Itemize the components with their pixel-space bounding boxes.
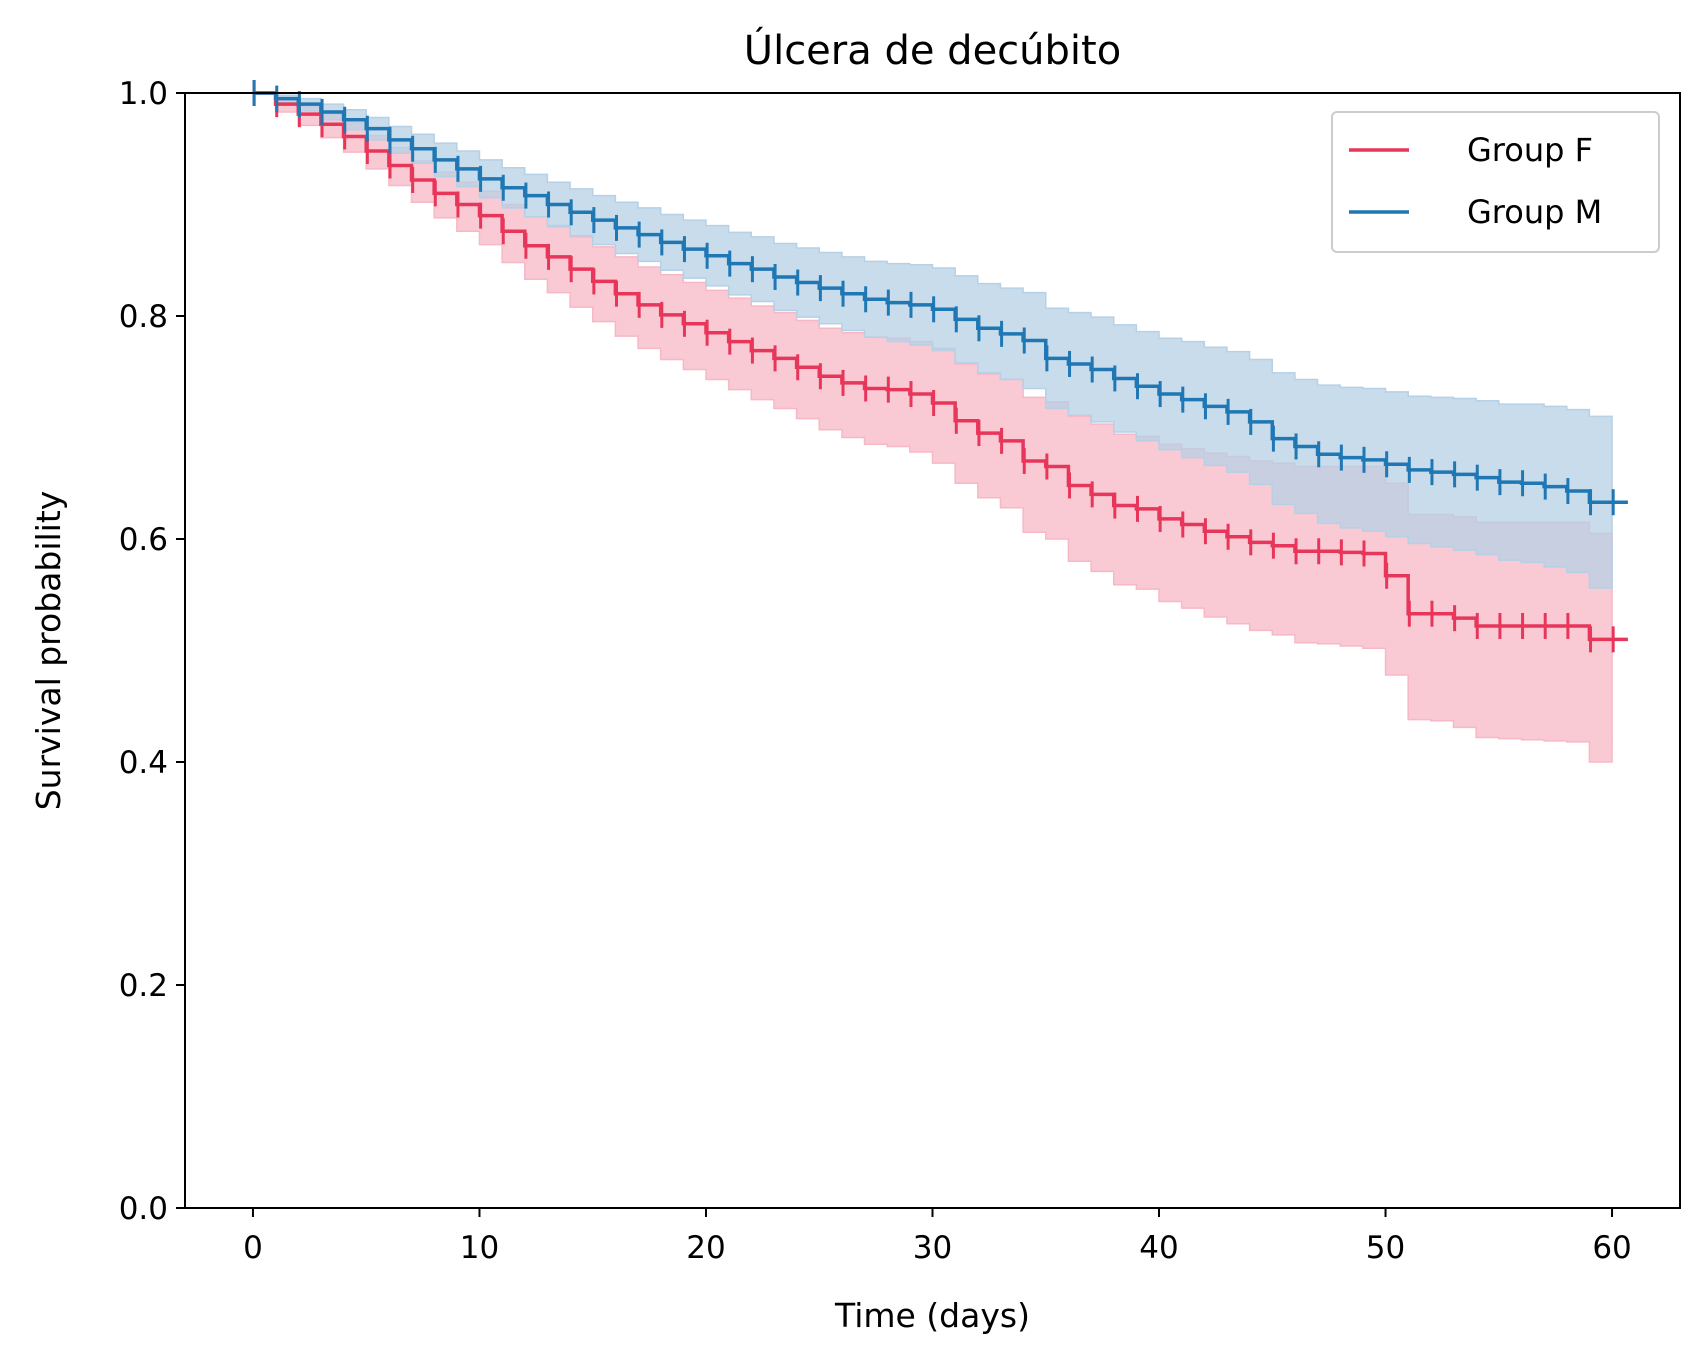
x-axis-label: Time (days) xyxy=(834,1296,1030,1335)
legend-label-group-m: Group M xyxy=(1467,193,1602,231)
x-tick-label: 0 xyxy=(243,1230,263,1266)
y-tick-label: 0.8 xyxy=(119,299,168,335)
x-axis-ticks: 0 10 20 30 40 50 60 xyxy=(243,1208,1632,1266)
x-tick-label: 30 xyxy=(913,1230,952,1266)
y-tick-label: 0.4 xyxy=(119,745,168,781)
legend-label-group-f: Group F xyxy=(1467,131,1593,169)
y-tick-label: 1.0 xyxy=(119,76,168,112)
chart-title: Úlcera de decúbito xyxy=(744,26,1121,74)
ci-band-group-f xyxy=(252,92,1613,763)
y-tick-label: 0.2 xyxy=(119,968,168,1004)
y-axis-label: Survival probability xyxy=(29,491,68,811)
y-tick-label: 0.0 xyxy=(119,1191,168,1227)
x-tick-label: 20 xyxy=(686,1230,725,1266)
y-tick-label: 0.6 xyxy=(119,522,168,558)
y-axis-ticks: 0.0 0.2 0.4 0.6 0.8 1.0 xyxy=(119,76,185,1227)
censor-marks xyxy=(252,80,1615,653)
legend: Group F Group M xyxy=(1331,111,1660,253)
x-tick-label: 50 xyxy=(1366,1230,1405,1266)
x-tick-label: 10 xyxy=(460,1230,499,1266)
x-tick-label: 40 xyxy=(1139,1230,1178,1266)
x-tick-label: 60 xyxy=(1592,1230,1631,1266)
legend-box xyxy=(1331,111,1660,253)
